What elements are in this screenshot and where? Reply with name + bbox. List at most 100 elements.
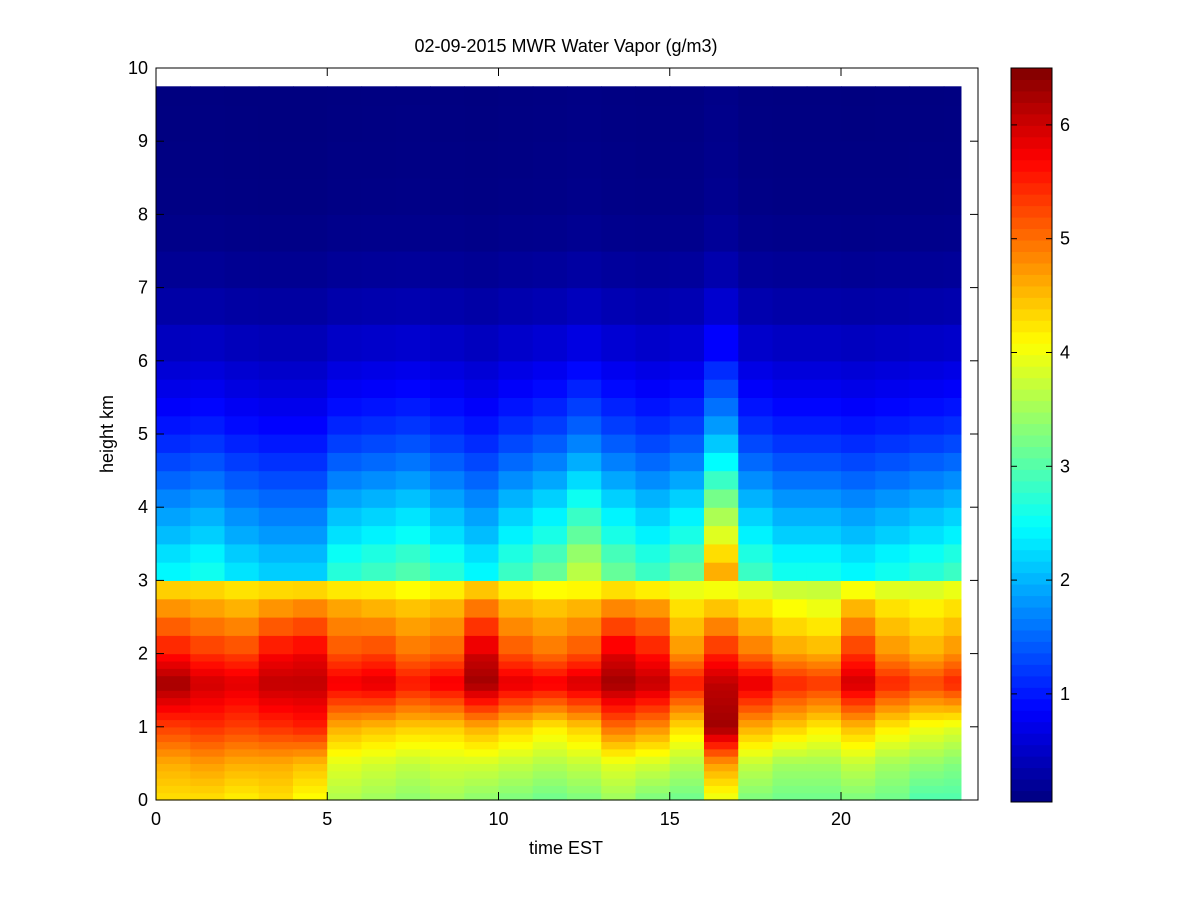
heatmap-cell [498, 379, 534, 398]
heatmap-cell [669, 251, 705, 289]
heatmap-cell [190, 543, 226, 563]
heatmap-cell [635, 452, 671, 472]
x-axis-label: time EST [529, 838, 603, 858]
heatmap-cell [258, 785, 294, 794]
heatmap-cell [841, 697, 876, 706]
heatmap-cell [738, 507, 774, 527]
heatmap-cell [841, 785, 876, 794]
heatmap-cell [361, 756, 397, 764]
heatmap-cell [909, 675, 945, 684]
heatmap-cell [943, 324, 962, 362]
y-tick-label: 8 [138, 204, 148, 224]
heatmap-cell [841, 360, 876, 380]
heatmap-cell [224, 704, 260, 713]
heatmap-cell [943, 792, 962, 801]
heatmap-cell [224, 580, 260, 600]
heatmap-cell [841, 690, 876, 699]
heatmap-cell [704, 214, 739, 252]
heatmap-cell [909, 719, 945, 728]
heatmap-cell [327, 690, 363, 699]
heatmap-cell [806, 562, 842, 581]
heatmap-cell [738, 617, 774, 636]
heatmap-cell [875, 770, 911, 779]
heatmap-cell [327, 360, 363, 380]
y-axis: 0 1 2 3 4 5 6 7 8 9 10 [128, 58, 978, 810]
heatmap-cell [943, 598, 962, 618]
heatmap-cell [532, 598, 568, 618]
heatmap-cell [635, 507, 671, 527]
heatmap-cell [601, 507, 637, 527]
heatmap-cell [909, 653, 945, 662]
heatmap-cell [943, 177, 962, 215]
heatmap-cell [806, 617, 842, 636]
heatmap-cell [738, 452, 774, 472]
heatmap-cell [156, 177, 191, 215]
heatmap-cell [601, 712, 637, 721]
heatmap-cell [430, 763, 465, 772]
heatmap-cell [395, 734, 431, 743]
heatmap-cell [841, 214, 876, 252]
heatmap-cell [806, 726, 842, 735]
heatmap-cell [772, 756, 808, 764]
heatmap-cell [464, 741, 500, 750]
heatmap-cell [669, 507, 705, 527]
heatmap-cell [190, 434, 226, 453]
heatmap-cell [327, 177, 363, 215]
heatmap-cell [361, 415, 397, 435]
heatmap-cell [909, 712, 945, 721]
heatmap-cell [567, 177, 602, 215]
heatmap-cell [464, 470, 500, 490]
heatmap-cell [601, 379, 637, 398]
heatmap-cell [841, 778, 876, 786]
heatmap-cell [943, 756, 962, 764]
heatmap-cell [258, 141, 294, 179]
heatmap-cell [190, 617, 226, 636]
heatmap-cell [224, 668, 260, 677]
heatmap-cell [327, 741, 363, 750]
heatmap-cell [395, 488, 431, 508]
heatmap-cell [738, 653, 774, 662]
heatmap-cell [772, 704, 808, 713]
heatmap-cell [258, 360, 294, 380]
heatmap-cell [841, 704, 876, 713]
heatmap-cell [395, 748, 431, 757]
heatmap-cell [635, 653, 671, 662]
heatmap-cell [704, 617, 739, 636]
heatmap-cell [258, 635, 294, 655]
heatmap-cell [498, 452, 534, 472]
heatmap-cell [772, 543, 808, 563]
heatmap-cell [875, 86, 911, 106]
heatmap-cell [635, 379, 671, 398]
colorbar-swatch [1011, 308, 1052, 321]
heatmap-cell [738, 488, 774, 508]
heatmap-cell [841, 712, 876, 721]
heatmap-cell [601, 360, 637, 380]
heatmap-cell [601, 415, 637, 435]
heatmap-cell [464, 770, 500, 779]
heatmap-cell [841, 86, 876, 106]
heatmap-cell [224, 397, 260, 417]
heatmap-cell [738, 543, 774, 563]
heatmap-cell [327, 598, 363, 618]
heatmap-cell [943, 86, 962, 106]
heatmap-cell [258, 734, 294, 743]
heatmap-cell [635, 470, 671, 490]
heatmap-cell [567, 697, 602, 706]
colorbar-tick-label: 5 [1060, 229, 1070, 249]
heatmap-cell [224, 635, 260, 655]
heatmap-cell [704, 141, 739, 179]
heatmap-cell [224, 778, 260, 786]
heatmap-cell [361, 488, 397, 508]
heatmap-cell [567, 598, 602, 618]
heatmap-cell [464, 682, 500, 691]
heatmap-cell [806, 653, 842, 662]
heatmap-cell [430, 792, 465, 801]
heatmap-cell [293, 668, 328, 677]
heatmap-cell [909, 86, 945, 106]
heatmap-cell [395, 324, 431, 362]
heatmap-cell [772, 598, 808, 618]
heatmap-cell [943, 141, 962, 179]
heatmap-cell [738, 748, 774, 757]
heatmap-cell [567, 617, 602, 636]
